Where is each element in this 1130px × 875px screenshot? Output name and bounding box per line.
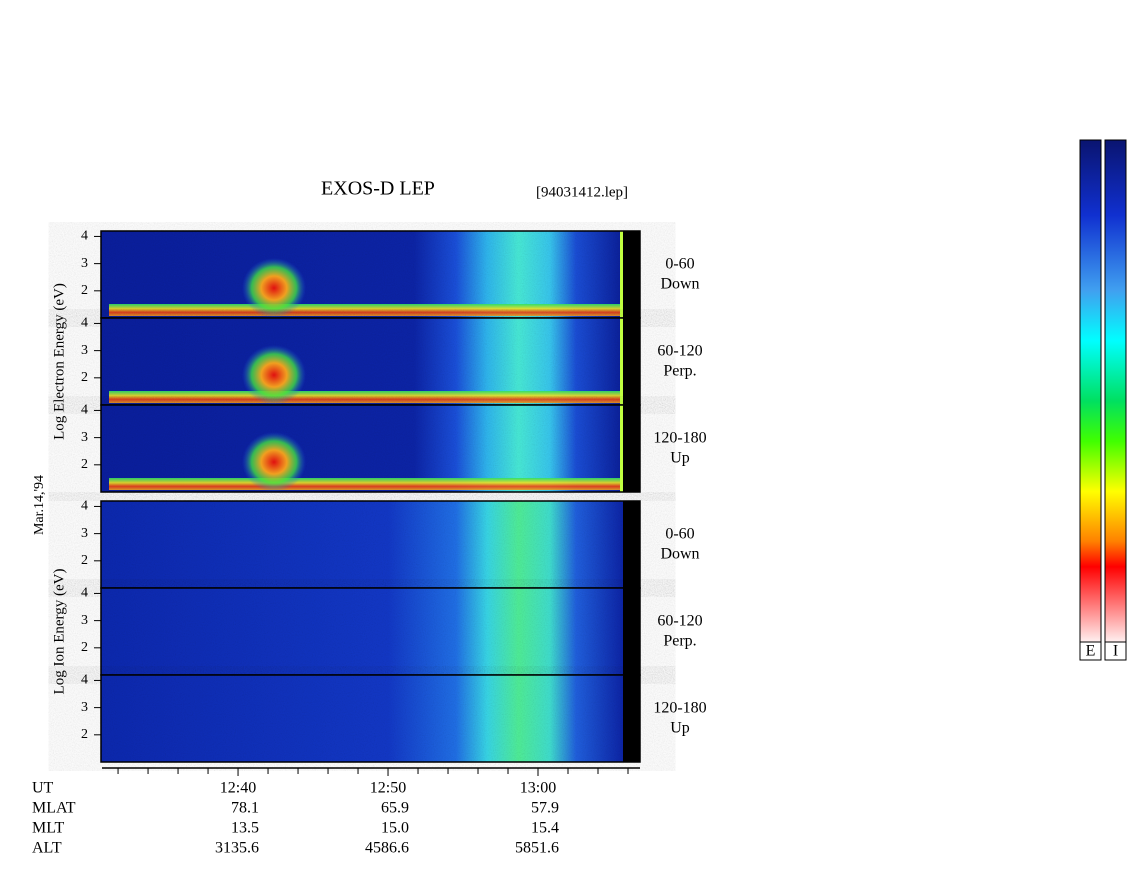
- ephemeris-value: 78.1: [231, 800, 259, 817]
- low-energy-band: [109, 478, 623, 490]
- y-axis-label: Log Ion Energy (eV): [51, 569, 67, 695]
- y-tick-label: 3: [81, 343, 88, 358]
- spectrogram-texture: [101, 588, 623, 675]
- low-energy-band: [109, 304, 623, 316]
- spectrogram-texture: [101, 405, 623, 492]
- y-tick-label: 2: [81, 640, 88, 655]
- file-label: [94031412.lep]: [536, 184, 628, 200]
- y-tick-label: 4: [81, 499, 88, 514]
- y-tick-label: 2: [81, 727, 88, 742]
- ephemeris-value: 15.0: [381, 820, 409, 837]
- colorbar-label-box: [1079, 641, 1102, 661]
- spectrogram-texture: [101, 675, 623, 762]
- ephemeris-value: 65.9: [381, 800, 409, 817]
- flux-burst: [242, 432, 306, 492]
- panel-direction: Perp.: [663, 363, 696, 380]
- x-tick-label: 13:00: [520, 780, 556, 797]
- ephemeris-value: 3135.6: [215, 840, 259, 857]
- y-tick-label: 4: [81, 316, 88, 331]
- y-axis-label: Log Electron Energy (eV): [51, 283, 67, 440]
- panel-angle: 120-180: [653, 700, 706, 717]
- panel-angle: 0-60: [665, 256, 694, 273]
- edge-line: [620, 231, 623, 318]
- flux-burst: [242, 258, 306, 318]
- colorbar: [1104, 139, 1127, 643]
- y-tick-label: 4: [81, 673, 88, 688]
- x-tick-label: 12:50: [370, 780, 406, 797]
- spectrogram-texture: [101, 231, 623, 318]
- edge-line: [620, 318, 623, 405]
- ephemeris-value: 15.4: [531, 820, 559, 837]
- date-label: Mar.14,'94: [32, 475, 47, 535]
- no-data-strip: [623, 405, 640, 492]
- colorbar-label: E: [1086, 643, 1096, 660]
- colorbar: [1079, 139, 1102, 643]
- y-tick-label: 2: [81, 370, 88, 385]
- y-tick-label: 3: [81, 613, 88, 628]
- y-tick-label: 3: [81, 526, 88, 541]
- y-tick-label: 3: [81, 430, 88, 445]
- no-data-strip: [623, 501, 640, 588]
- y-tick-label: 2: [81, 457, 88, 472]
- no-data-strip: [623, 588, 640, 675]
- panel-angle: 0-60: [665, 526, 694, 543]
- panel-direction: Down: [660, 546, 699, 563]
- y-tick-label: 2: [81, 283, 88, 298]
- y-tick-label: 3: [81, 700, 88, 715]
- colorbar-label: I: [1113, 643, 1118, 660]
- ephemeris-value: 13.5: [231, 820, 259, 837]
- no-data-strip: [623, 231, 640, 318]
- no-data-strip: [623, 318, 640, 405]
- panel-direction: Down: [660, 276, 699, 293]
- panel-direction: Perp.: [663, 633, 696, 650]
- y-tick-label: 4: [81, 403, 88, 418]
- panel-angle: 60-120: [657, 343, 702, 360]
- panel-angle: 120-180: [653, 430, 706, 447]
- x-tick-label: 12:40: [220, 780, 256, 797]
- chart-title: EXOS-D LEP: [321, 178, 435, 200]
- y-tick-label: 4: [81, 586, 88, 601]
- ephemeris-name: MLT: [32, 820, 65, 837]
- x-axis-name: UT: [32, 780, 54, 797]
- spectrogram-texture: [101, 501, 623, 588]
- ephemeris-value: 57.9: [531, 800, 559, 817]
- y-tick-label: 2: [81, 553, 88, 568]
- ephemeris-name: ALT: [32, 840, 62, 857]
- ephemeris-value: 4586.6: [365, 840, 409, 857]
- ephemeris-name: MLAT: [32, 800, 76, 817]
- panel-direction: Up: [670, 720, 690, 737]
- ephemeris-value: 5851.6: [515, 840, 559, 857]
- panel-direction: Up: [670, 450, 690, 467]
- y-tick-label: 4: [81, 229, 88, 244]
- panel-frame: [100, 404, 641, 493]
- edge-line: [620, 405, 623, 492]
- flux-burst: [242, 345, 306, 405]
- panel-angle: 60-120: [657, 613, 702, 630]
- spectrogram-texture: [101, 318, 623, 405]
- low-energy-band: [109, 391, 623, 403]
- colorbar-label-box: [1104, 641, 1127, 661]
- panel-frame: [100, 674, 641, 763]
- no-data-strip: [623, 675, 640, 762]
- y-tick-label: 3: [81, 256, 88, 271]
